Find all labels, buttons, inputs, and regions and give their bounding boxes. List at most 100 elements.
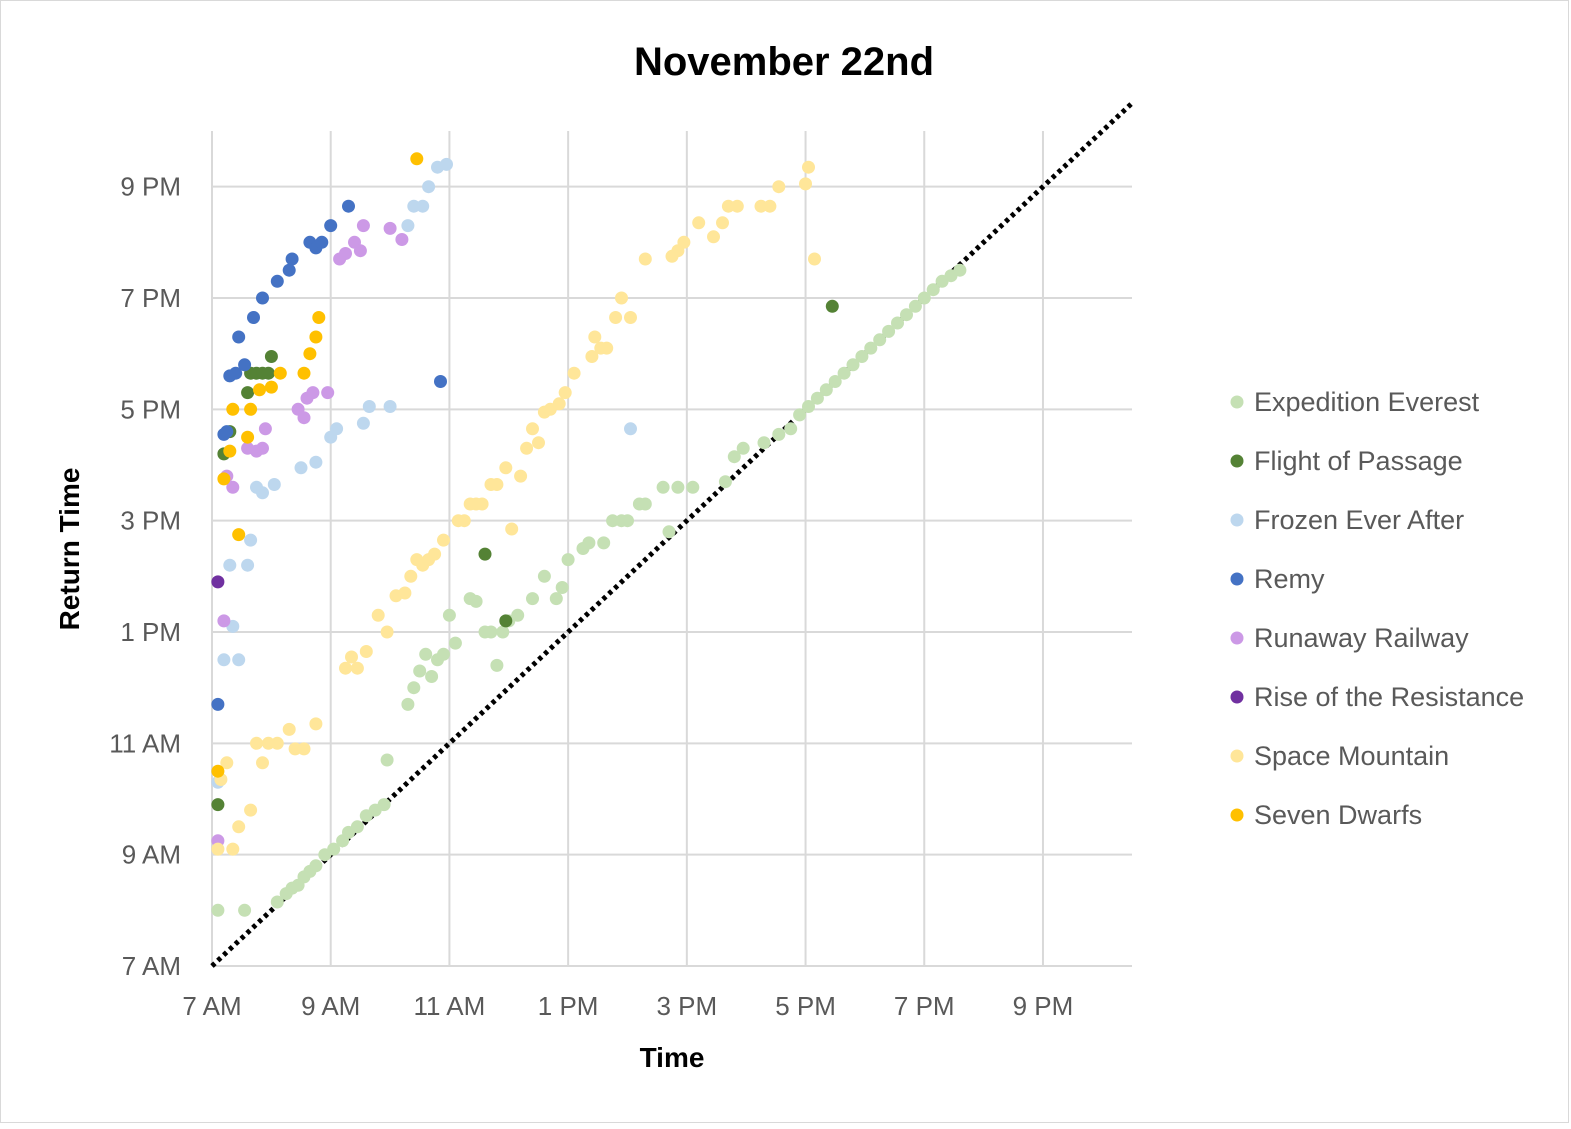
data-point bbox=[718, 475, 732, 489]
data-point bbox=[380, 625, 394, 639]
legend-label: Flight of Passage bbox=[1254, 446, 1463, 476]
data-point bbox=[339, 247, 352, 260]
legend-marker bbox=[1230, 631, 1244, 645]
data-point bbox=[309, 859, 323, 873]
data-point bbox=[309, 717, 323, 731]
data-point bbox=[226, 842, 240, 856]
data-point bbox=[419, 647, 433, 661]
data-point bbox=[416, 199, 430, 213]
data-point bbox=[721, 199, 735, 213]
data-point bbox=[253, 383, 266, 397]
legend-item: Seven Dwarfs bbox=[1230, 800, 1422, 830]
data-point bbox=[442, 608, 456, 622]
reference-line-group bbox=[210, 101, 1134, 968]
data-point bbox=[264, 380, 278, 394]
legend-marker bbox=[1230, 454, 1244, 468]
data-point bbox=[855, 350, 869, 363]
data-point bbox=[241, 430, 255, 444]
legend-marker bbox=[1230, 572, 1244, 586]
x-tick-label: 7 AM bbox=[182, 991, 241, 1021]
data-point bbox=[475, 497, 489, 511]
series-6 bbox=[211, 160, 821, 856]
data-point bbox=[297, 366, 311, 380]
data-point bbox=[303, 347, 317, 361]
legend-label: Rise of the Resistance bbox=[1254, 682, 1524, 712]
data-point bbox=[638, 252, 652, 266]
data-point bbox=[282, 722, 296, 736]
data-point bbox=[549, 592, 563, 606]
data-point bbox=[294, 461, 308, 475]
data-point bbox=[330, 422, 344, 436]
data-point bbox=[244, 803, 258, 817]
legend-item: Runaway Railway bbox=[1230, 623, 1469, 653]
data-point bbox=[490, 478, 504, 491]
legend-label: Space Mountain bbox=[1254, 741, 1449, 771]
y-tick-label: 7 PM bbox=[120, 283, 181, 313]
data-point bbox=[356, 219, 370, 233]
data-point bbox=[428, 547, 442, 561]
legend-item: Frozen Ever After bbox=[1230, 505, 1464, 535]
data-point bbox=[754, 199, 768, 213]
data-point bbox=[757, 436, 771, 450]
legend-label: Runaway Railway bbox=[1254, 623, 1469, 653]
data-point bbox=[241, 558, 255, 572]
data-point bbox=[232, 820, 246, 834]
data-point bbox=[353, 244, 367, 258]
data-point bbox=[327, 842, 341, 856]
data-point bbox=[799, 177, 812, 191]
data-point bbox=[624, 311, 637, 324]
x-tick-label: 1 PM bbox=[538, 991, 599, 1021]
data-point bbox=[356, 416, 370, 430]
data-point bbox=[707, 230, 720, 244]
data-point bbox=[232, 653, 246, 667]
data-point bbox=[339, 661, 352, 675]
y-axis-title: Return Time bbox=[54, 468, 85, 631]
data-point bbox=[552, 397, 566, 411]
data-point bbox=[232, 528, 246, 542]
data-point bbox=[220, 756, 234, 770]
data-point bbox=[457, 514, 471, 528]
data-point bbox=[514, 469, 528, 483]
data-point bbox=[828, 375, 842, 388]
data-point bbox=[526, 422, 539, 436]
data-point bbox=[211, 798, 225, 812]
data-point bbox=[244, 533, 258, 547]
data-point bbox=[413, 664, 427, 678]
data-point bbox=[600, 341, 614, 355]
data-point bbox=[882, 324, 896, 338]
y-tick-label: 11 AM bbox=[109, 728, 181, 758]
series-3 bbox=[211, 199, 447, 711]
data-point bbox=[609, 311, 623, 324]
x-axis-title: Time bbox=[640, 1042, 705, 1073]
data-point bbox=[342, 199, 355, 213]
data-point bbox=[615, 291, 628, 305]
data-point bbox=[671, 480, 685, 494]
x-tick-label: 9 PM bbox=[1013, 991, 1074, 1021]
data-point bbox=[621, 514, 634, 528]
data-point bbox=[383, 400, 397, 413]
data-point bbox=[270, 274, 284, 288]
legend-marker bbox=[1230, 690, 1244, 704]
data-point bbox=[282, 263, 296, 277]
data-point bbox=[383, 221, 397, 235]
legend-label: Expedition Everest bbox=[1254, 387, 1480, 417]
data-point bbox=[730, 199, 744, 213]
data-point bbox=[425, 670, 439, 683]
data-point bbox=[784, 422, 798, 436]
data-point bbox=[772, 427, 786, 441]
y-tick-label: 3 PM bbox=[120, 506, 181, 536]
data-point bbox=[825, 299, 839, 313]
legend-marker bbox=[1230, 808, 1244, 822]
legend-label: Frozen Ever After bbox=[1254, 505, 1464, 535]
data-point bbox=[401, 219, 415, 233]
data-point bbox=[499, 614, 513, 628]
data-point bbox=[220, 425, 234, 439]
y-axis-ticks: 7 AM 9 AM 11 AM 1 PM 3 PM 5 PM 7 PM 9 PM bbox=[109, 172, 181, 981]
data-point bbox=[285, 252, 299, 266]
data-point bbox=[478, 547, 492, 561]
data-point bbox=[273, 366, 287, 380]
data-point bbox=[772, 180, 786, 194]
data-point bbox=[256, 756, 269, 770]
data-point bbox=[261, 736, 275, 750]
